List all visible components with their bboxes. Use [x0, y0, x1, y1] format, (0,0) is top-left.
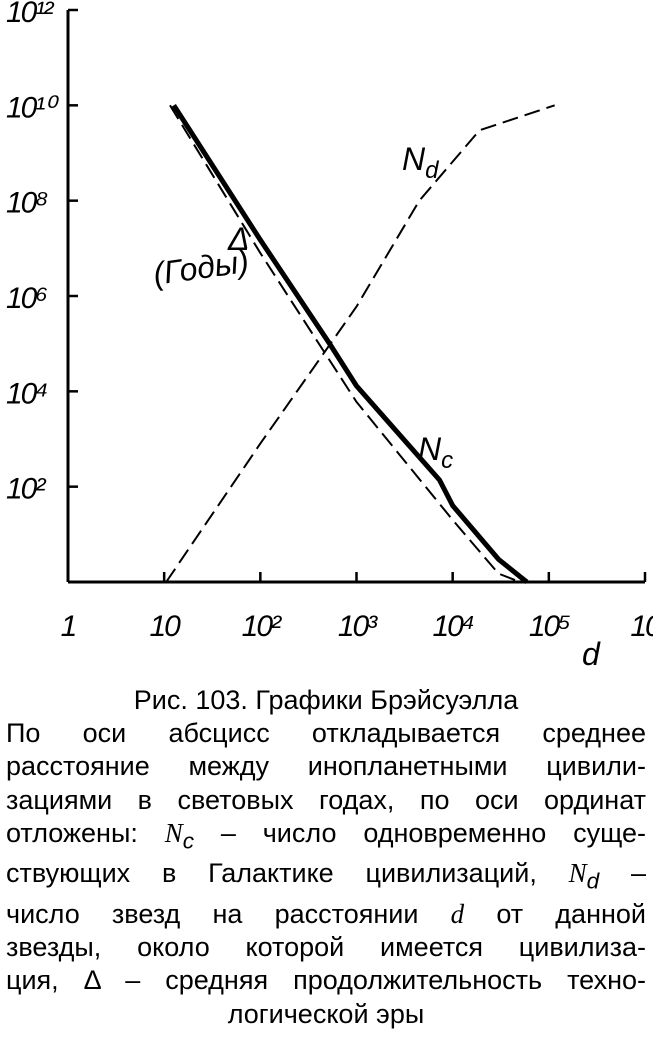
caption-symbol: d [450, 899, 465, 929]
caption-text: – число одновременно суще- [194, 817, 646, 848]
caption-line: По оси абсцисс откладывается среднее [6, 717, 646, 750]
caption-text: ствующих в Галактике цивилизаций, [6, 858, 569, 889]
caption-line: ствующих в Галактике цивилизаций, Nd – [6, 857, 646, 898]
caption-text: число звезд на расстоянии [6, 899, 451, 929]
series-line [171, 103, 529, 584]
caption-title: Рис. 103. Графики Брэйсуэлла [133, 685, 519, 715]
x-tick-label: 10 [630, 610, 653, 643]
x-tick-label: 10³ [338, 610, 378, 643]
x-tick-label: 10 [149, 610, 181, 643]
annotation: (Годы) [151, 243, 251, 292]
y-tick-label: 10⁸ [6, 187, 47, 220]
annotation-text: N [418, 431, 442, 467]
annotation: Nd [402, 141, 439, 184]
y-tick-label: 10⁶ [6, 282, 47, 315]
caption-line: ция, Δ – средняя продолжительность техно… [6, 964, 646, 997]
caption-text: – [599, 858, 646, 889]
caption-text: зациями в световых годах, по оси ординат [6, 784, 646, 815]
caption-text: По оси абсцисс откладывается среднее [6, 718, 646, 749]
caption-text: логической эры [227, 998, 425, 1029]
caption-text: отложены: [6, 817, 165, 848]
caption-line: расстояние между инопланетными цивили- [6, 750, 646, 783]
x-tick-label: 10⁴ [432, 610, 473, 643]
caption-line: звезды, около которой имеется цивилиза- [6, 931, 646, 964]
caption-sub: c [182, 828, 194, 854]
annotation-sub: d [425, 157, 439, 184]
caption-symbol: N [164, 817, 183, 848]
chart: 10²10⁴10⁶10⁸10¹⁰10¹²11010²10³10⁴10⁵10dNd… [6, 0, 653, 672]
caption-text: от данной [464, 899, 646, 929]
caption: Рис. 103. Графики Брэйсуэлла По оси абсц… [6, 684, 646, 1031]
series-line [169, 104, 521, 583]
annotation-text: Δ [227, 221, 249, 257]
caption-line: зациями в световых годах, по оси ординат [6, 784, 646, 817]
annotation-text: N [402, 141, 426, 177]
y-tick-label: 10¹² [6, 0, 54, 29]
caption-text: расстояние между инопланетными цивили- [6, 751, 646, 782]
caption-text: звезды, около которой имеется цивилиза- [6, 932, 646, 963]
series-line [165, 104, 556, 583]
x-tick-label: 10⁵ [529, 610, 570, 643]
caption-line: отложены: Nc – число одновременно суще- [6, 817, 646, 858]
caption-symbol: N [568, 858, 587, 889]
annotation: Δ [227, 221, 249, 257]
x-tick-label: 1 [61, 610, 76, 643]
caption-text: ция, Δ – средняя продолжительность техно… [6, 965, 646, 996]
x-tick-label: 10² [242, 610, 282, 643]
annotation: Nc [418, 431, 453, 474]
caption-line: логической эры [6, 998, 646, 1031]
y-tick-label: 10² [6, 473, 46, 506]
y-tick-label: 10⁴ [6, 377, 47, 410]
annotation-text: (Годы) [151, 243, 251, 292]
annotation-sub: c [441, 447, 453, 474]
caption-line: число звезд на расстоянии d от данной [6, 898, 646, 931]
caption-sub: d [586, 868, 600, 894]
y-tick-label: 10¹⁰ [6, 91, 59, 124]
x-axis-label: d [582, 636, 601, 672]
